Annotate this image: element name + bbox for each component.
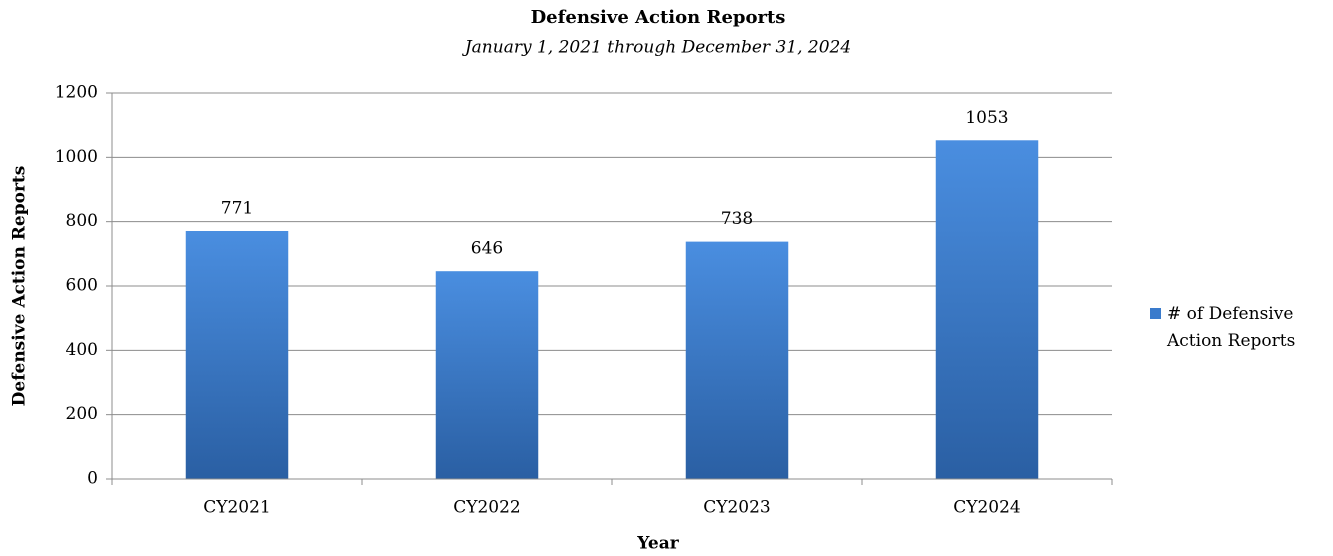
data-label: 771 [221, 198, 253, 218]
x-tick-label: CY2022 [453, 498, 521, 518]
x-axis-title: Year [636, 534, 679, 554]
y-tick-label: 800 [66, 211, 98, 231]
y-tick-label: 1200 [55, 83, 98, 103]
legend-swatch [1150, 308, 1161, 319]
data-label: 1053 [965, 108, 1008, 128]
legend-line: Action Reports [1166, 331, 1295, 351]
y-tick-label: 200 [66, 404, 98, 424]
chart-subtitle: January 1, 2021 through December 31, 202… [462, 38, 851, 58]
x-tick-label: CY2024 [953, 498, 1021, 518]
y-axis-title: Defensive Action Reports [10, 166, 30, 407]
bar [435, 271, 539, 479]
legend-line: # of Defensive [1167, 304, 1293, 324]
x-tick-label: CY2021 [203, 498, 271, 518]
bar [685, 241, 789, 479]
legend-label: # of Defensive Action Reports [1166, 304, 1295, 351]
bar [185, 230, 289, 479]
x-tick-label: CY2023 [703, 498, 771, 518]
y-tick-label: 600 [66, 276, 98, 296]
data-label: 646 [471, 239, 503, 259]
bar [935, 140, 1039, 479]
y-tick-label: 1000 [55, 147, 98, 167]
data-label: 738 [721, 209, 753, 229]
y-tick-label: 0 [87, 469, 98, 489]
y-tick-label: 400 [66, 340, 98, 360]
chart-title: Defensive Action Reports [531, 7, 786, 28]
